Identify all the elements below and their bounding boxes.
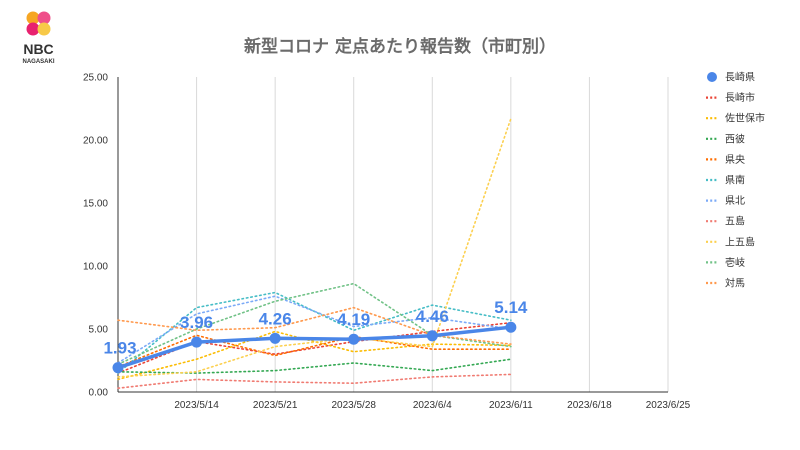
- legend-item: 県北: [706, 195, 745, 207]
- x-tick-label: 2023/5/14: [174, 400, 219, 411]
- series-line-2: [117, 321, 512, 374]
- data-point: [269, 332, 281, 344]
- data-labels: 1.93 3.96 4.26 4.19 4.46 5.14: [103, 298, 527, 357]
- legend-label: 壱岐: [725, 256, 745, 269]
- series-line-9: [117, 117, 512, 378]
- data-point: [112, 362, 124, 374]
- legend-item: 西彼: [706, 132, 745, 145]
- series-points: [112, 321, 517, 374]
- x-tick-label: 2023/6/18: [567, 400, 612, 411]
- chart-title: 新型コロナ 定点あたり報告数（市町別）: [244, 36, 556, 57]
- legend-item: 県南: [706, 174, 745, 187]
- data-label: 1.93: [103, 339, 136, 358]
- data-label: 4.19: [337, 310, 370, 329]
- x-tick-label: 2023/6/11: [489, 400, 533, 411]
- legend-label: 県央: [725, 153, 745, 166]
- logo-name: NBC: [23, 41, 53, 57]
- y-tick-label: 20.00: [83, 136, 108, 147]
- legend-label: 西彼: [725, 132, 745, 145]
- legend-label: 佐世保市: [725, 112, 765, 125]
- logo-petal-bottom-right: [37, 22, 51, 36]
- series-line-7: [117, 295, 512, 364]
- x-tick-label: 2023/6/25: [646, 400, 691, 411]
- logo-petal-top-left: [26, 11, 40, 25]
- legend-label: 長崎県: [725, 71, 755, 84]
- series-line-5: [117, 334, 512, 368]
- legend-label: 長崎市: [725, 91, 755, 104]
- data-point: [426, 330, 438, 342]
- y-tick-label: 0.00: [89, 388, 109, 399]
- y-tick-label: 10.00: [83, 262, 108, 273]
- legend-item: 壱岐: [706, 256, 745, 269]
- legend-label: 上五島: [725, 235, 755, 248]
- y-tick-label: 5.00: [89, 325, 109, 336]
- x-tick-label: 2023/6/4: [413, 400, 452, 411]
- data-point: [348, 333, 360, 345]
- legend-item: 対馬: [706, 277, 745, 290]
- series-lines: [116, 117, 513, 389]
- legend-label: 対馬: [725, 277, 745, 290]
- logo-petal-bottom-left: [26, 22, 40, 36]
- data-label: 5.14: [494, 298, 528, 317]
- legend-item: 県央: [706, 153, 745, 166]
- logo-petal-top-right: [37, 11, 51, 25]
- legend-label: 県北: [725, 195, 745, 207]
- legend-label: 五島: [725, 215, 745, 228]
- legend-item: 長崎県: [707, 71, 755, 84]
- legend-item: 佐世保市: [706, 112, 765, 125]
- y-tick-label: 25.00: [83, 73, 108, 84]
- data-point: [191, 336, 203, 348]
- legend-item: 上五島: [706, 235, 755, 248]
- data-label: 4.46: [416, 307, 449, 326]
- x-tick-label: 2023/5/28: [331, 400, 376, 411]
- data-label: 3.96: [180, 313, 213, 332]
- legend-item: 五島: [706, 215, 745, 228]
- data-label: 4.26: [259, 309, 292, 328]
- y-tick-label: 15.00: [83, 199, 108, 210]
- axes: [117, 77, 668, 393]
- y-tick-labels: 0.00 5.00 10.00 15.00 20.00 25.00: [83, 73, 108, 399]
- series-line-10: [117, 282, 512, 366]
- series-line-4: [117, 358, 512, 374]
- x-tick-labels: 2023/5/14 2023/5/21 2023/5/28 2023/6/4 2023/…: [174, 400, 690, 411]
- legend-label: 県南: [725, 174, 745, 187]
- series-line-1: [116, 325, 513, 370]
- x-tick-label: 2023/5/21: [253, 400, 298, 411]
- series-line-3: [117, 330, 512, 381]
- legend-item: 長崎市: [706, 91, 755, 104]
- series-line-11: [117, 306, 512, 345]
- series-line-8: [117, 373, 512, 389]
- logo: NBC NAGASAKI: [22, 11, 55, 65]
- legend-swatch: [707, 72, 717, 82]
- data-point: [505, 321, 517, 333]
- logo-sub: NAGASAKI: [22, 59, 54, 65]
